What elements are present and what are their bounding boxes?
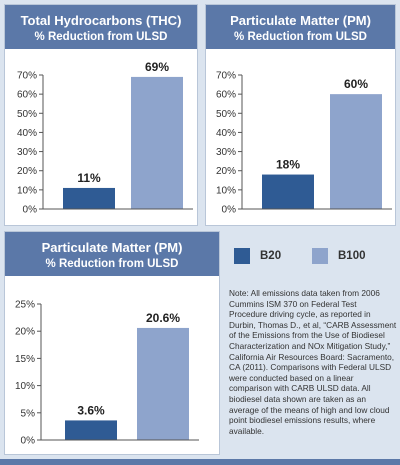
chart-plot: 0% 10% 20% 30% 40% 50% 60% 70% 18% 60%: [206, 57, 397, 223]
chart-title: Particulate Matter (PM): [41, 240, 183, 255]
chart-plot: 0% 10% 20% 30% 40% 50% 60% 70% 11% 69%: [5, 57, 199, 223]
data-label-b20: 3.6%: [77, 403, 105, 417]
y-tick-label: 40%: [17, 128, 37, 139]
y-tick-label: 25%: [15, 300, 35, 311]
y-tick-label: 50%: [17, 109, 37, 120]
chart-header: Total Hydrocarbons (THC) % Reduction fro…: [5, 5, 197, 49]
chart-svg: 0% 10% 20% 30% 40% 50% 60% 70% 11% 69%: [17, 60, 193, 216]
chart-title: Particulate Matter (PM): [230, 13, 371, 28]
y-tick-label: 30%: [216, 147, 236, 158]
y-tick-label: 10%: [216, 185, 236, 196]
footnote: Note: All emissions data taken from 2006…: [229, 288, 397, 436]
chart-svg: 0% 10% 20% 30% 40% 50% 60% 70% 18% 60%: [216, 71, 392, 216]
y-tick-label: 20%: [15, 327, 35, 338]
chart-panel-thc: Total Hydrocarbons (THC) % Reduction fro…: [4, 4, 198, 226]
bar-b100: [131, 76, 183, 210]
bar-b20: [262, 174, 314, 209]
y-tick-label: 60%: [216, 90, 236, 101]
legend-swatch-b100: [312, 248, 328, 264]
legend-swatch-b20: [234, 248, 250, 264]
data-label-b20: 18%: [276, 158, 300, 172]
chart-title: Total Hydrocarbons (THC): [20, 13, 182, 28]
y-tick-label: 60%: [17, 90, 37, 101]
y-tick-label: 15%: [15, 354, 35, 365]
y-tick-label: 30%: [17, 147, 37, 158]
bar-b20: [63, 187, 115, 209]
y-tick-label: 0%: [222, 205, 237, 216]
chart-header: Particulate Matter (PM) % Reduction from…: [206, 5, 395, 49]
y-tick-label: 0%: [21, 436, 36, 447]
legend-item-b100: B100: [312, 248, 366, 264]
data-label-b100: 60%: [344, 77, 368, 91]
legend-label: B20: [260, 250, 282, 262]
y-tick-label: 10%: [17, 185, 37, 196]
chart-subtitle: % Reduction from ULSD: [45, 258, 179, 270]
y-tick-label: 70%: [17, 71, 37, 82]
chart-plot: 0% 5% 10% 15% 20% 25% 3.6% 20.6%: [5, 286, 221, 452]
data-label-b100: 69%: [145, 60, 169, 74]
chart-panel-pm-b: Particulate Matter (PM) % Reduction from…: [4, 231, 220, 455]
legend-label: B100: [338, 250, 366, 262]
bar-b20: [65, 420, 117, 440]
bar-b100: [137, 327, 189, 440]
chart-header: Particulate Matter (PM) % Reduction from…: [5, 232, 219, 276]
y-tick-label: 0%: [23, 205, 38, 216]
y-tick-label: 50%: [216, 109, 236, 120]
y-tick-label: 20%: [216, 166, 236, 177]
chart-subtitle: % Reduction from ULSD: [34, 31, 168, 43]
y-tick-label: 70%: [216, 71, 236, 82]
data-label-b100: 20.6%: [146, 311, 180, 325]
y-tick-label: 40%: [216, 128, 236, 139]
bottom-rule: [0, 459, 400, 465]
chart-svg: 0% 5% 10% 15% 20% 25% 3.6% 20.6%: [15, 300, 199, 447]
y-tick-label: 10%: [15, 381, 35, 392]
data-label-b20: 11%: [77, 171, 101, 185]
legend: B20 B100: [234, 248, 394, 268]
bar-b100: [330, 94, 382, 209]
chart-panel-pm-a: Particulate Matter (PM) % Reduction from…: [205, 4, 396, 226]
legend-item-b20: B20: [234, 248, 281, 264]
y-tick-label: 20%: [17, 166, 37, 177]
y-tick-label: 5%: [21, 408, 36, 419]
chart-subtitle: % Reduction from ULSD: [234, 31, 367, 43]
